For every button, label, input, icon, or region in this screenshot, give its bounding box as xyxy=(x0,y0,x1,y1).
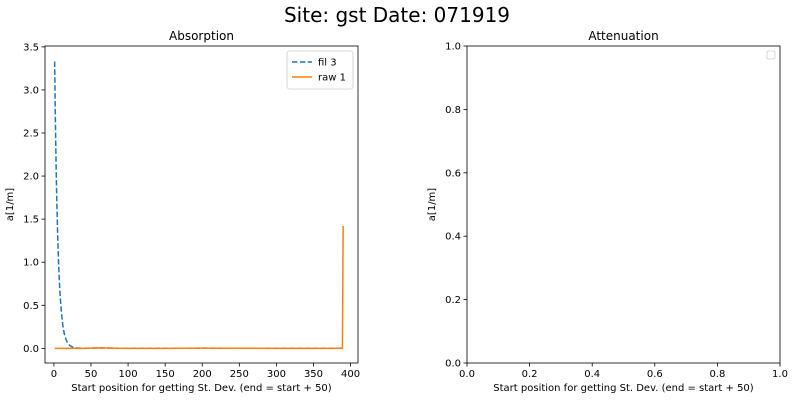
x-tick-label: 150 xyxy=(156,369,175,380)
y-tick-label: 1.5 xyxy=(23,215,39,226)
x-tick-label: 0.0 xyxy=(459,369,475,380)
y-tick-label: 1.0 xyxy=(23,258,39,269)
series-line-fil-3 xyxy=(53,61,344,350)
y-tick-label: 1.0 xyxy=(445,42,461,53)
y-tick-label: 0.4 xyxy=(445,232,461,243)
y-axis-label: a[1/m] xyxy=(5,188,16,222)
legend-box-empty xyxy=(766,50,776,60)
y-axis-label: a[1/m] xyxy=(427,188,438,222)
attenuation-panel: 0.0 0.2 0.4 0.6 0.8 1.0 0.0 0.2 0.4 0.6 0.8 1.0 Atte… xyxy=(427,29,788,394)
y-tick-label: 0.2 xyxy=(445,295,461,306)
panel-title: Attenuation xyxy=(588,29,658,43)
y-tick-label: 3.5 xyxy=(23,42,39,53)
legend-label: raw 1 xyxy=(318,73,346,84)
x-tick-label: 200 xyxy=(193,369,212,380)
y-tick-label: 0.5 xyxy=(23,301,39,312)
axes-frame xyxy=(44,45,359,364)
x-tick-label: 0.4 xyxy=(584,369,600,380)
y-tick-label: 3.0 xyxy=(23,85,39,96)
y-tick-label: 0.8 xyxy=(445,105,461,116)
series-line-raw-1 xyxy=(54,226,344,350)
y-tick-label: 0.0 xyxy=(445,359,461,370)
x-tick-label: 0.8 xyxy=(709,369,725,380)
x-tick-label: 50 xyxy=(85,369,98,380)
x-axis-label: Start position for getting St. Dev. (end… xyxy=(71,383,332,394)
absorption-panel: 0 50 100 150 200 250 300 350 400 0.0 0.5 1.0 1.5 2.0 2… xyxy=(5,29,360,394)
x-tick-label: 0.2 xyxy=(522,369,538,380)
x-tick-label: 350 xyxy=(304,369,323,380)
x-tick-label: 250 xyxy=(230,369,249,380)
y-tick-label: 0.6 xyxy=(445,168,461,179)
y-tick-label: 0.0 xyxy=(23,344,39,355)
y-tick-label: 2.0 xyxy=(23,172,39,183)
x-tick-label: 1.0 xyxy=(772,369,788,380)
x-tick-label: 300 xyxy=(267,369,286,380)
x-tick-label: 0 xyxy=(51,369,57,380)
x-axis-label: Start position for getting St. Dev. (end… xyxy=(493,383,754,394)
y-tick-label: 2.5 xyxy=(23,129,39,140)
x-tick-label: 100 xyxy=(119,369,138,380)
figure-title: Site: gst Date: 071919 xyxy=(284,3,510,27)
legend-box xyxy=(286,50,354,90)
x-tick-label: 0.6 xyxy=(647,369,663,380)
x-tick-label: 400 xyxy=(341,369,360,380)
panel-title: Absorption xyxy=(169,29,234,43)
axes-frame xyxy=(466,45,781,364)
legend-label: fil 3 xyxy=(318,58,337,69)
